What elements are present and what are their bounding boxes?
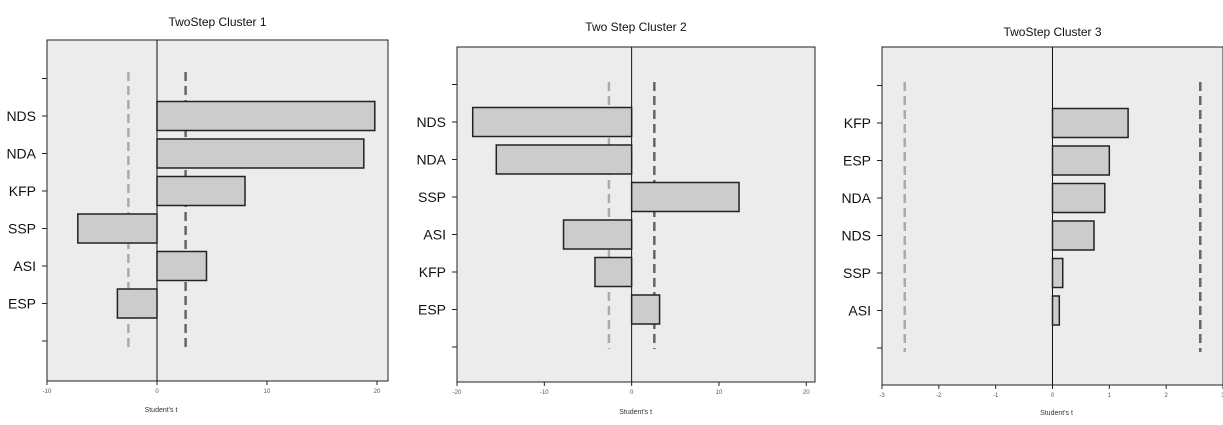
plot-area: [456, 46, 816, 383]
bar: [1051, 182, 1106, 214]
plot-area: [46, 39, 389, 382]
x-tick-label: -20: [453, 390, 462, 396]
x-tick-label: 10: [264, 389, 271, 395]
category-label: KFP: [9, 183, 36, 199]
x-tick-label: -1: [993, 393, 999, 399]
x-tick-label: 10: [716, 390, 723, 396]
chart-title: TwoStep Cluster 3: [1003, 25, 1101, 39]
bar: [77, 213, 158, 244]
x-tick-label: 20: [374, 389, 381, 395]
category-label: SSP: [418, 189, 446, 205]
chart-title: TwoStep Cluster 1: [168, 15, 266, 29]
category-label: ASI: [848, 303, 871, 319]
x-tick-label: 3: [1221, 393, 1223, 399]
bar: [1051, 107, 1129, 139]
x-tick-label: -2: [936, 393, 942, 399]
category-label: ASI: [423, 227, 446, 243]
x-axis-label: Student's t: [1040, 410, 1073, 417]
category-label: ESP: [843, 153, 871, 169]
category-label: SSP: [843, 265, 871, 281]
category-label: NDA: [416, 152, 446, 168]
category-label: KFP: [844, 115, 871, 131]
bar: [495, 144, 633, 175]
chart-panel-2: Two Step Cluster 2 NDS NDA SSP ASI KFP ESP -20 -…: [416, 20, 816, 416]
bar: [156, 250, 208, 282]
x-tick-label: 0: [630, 390, 634, 396]
chart-title: Two Step Cluster 2: [585, 20, 687, 34]
category-label: NDS: [416, 114, 446, 130]
category-label: NDS: [841, 228, 871, 244]
category-label: SSP: [8, 221, 36, 237]
bar: [1051, 220, 1095, 251]
bar: [116, 288, 158, 319]
bar: [1051, 295, 1061, 326]
category-label: ESP: [8, 296, 36, 312]
category-label: NDA: [6, 146, 36, 162]
bar: [630, 181, 740, 213]
x-tick-label: 20: [803, 390, 810, 396]
bar: [630, 294, 661, 325]
category-label: NDS: [6, 108, 36, 124]
x-axis-label: Student's t: [619, 409, 652, 416]
x-tick-label: -10: [540, 390, 549, 396]
category-label: KFP: [419, 264, 446, 280]
bar: [562, 219, 633, 250]
x-tick-label: 1: [1108, 393, 1112, 399]
bar: [156, 100, 376, 132]
chart-panel-3: TwoStep Cluster 3 KFP ESP NDA NDS SSP ASI -3 -2 -…: [841, 25, 1223, 417]
bar: [1051, 145, 1111, 176]
x-tick-label: 0: [155, 389, 159, 395]
bar: [1051, 257, 1064, 289]
category-label: NDA: [841, 190, 871, 206]
category-label: ESP: [418, 302, 446, 318]
x-tick-label: 0: [1051, 393, 1055, 399]
category-label: ASI: [13, 258, 36, 274]
x-axis-label: Student's t: [145, 407, 178, 414]
bar: [156, 175, 246, 207]
x-tick-label: -10: [43, 389, 52, 395]
bar: [471, 106, 633, 138]
bar: [156, 138, 365, 169]
x-tick-label: -3: [879, 393, 885, 399]
bar: [594, 256, 633, 288]
x-tick-label: 2: [1164, 393, 1168, 399]
chart-panel-1: TwoStep Cluster 1 NDS NDA KFP SSP ASI ESP -10 0 1…: [6, 15, 389, 414]
